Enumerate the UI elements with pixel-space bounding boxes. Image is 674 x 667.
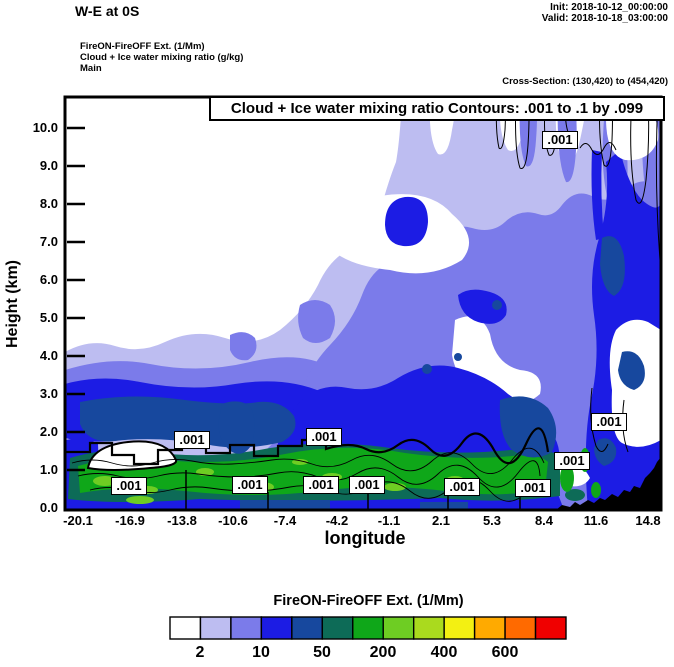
colorbar-cell <box>443 616 476 640</box>
colorbar-cell <box>230 616 263 640</box>
y-axis-title: Height (km) <box>4 260 21 348</box>
x-tick-label: -20.1 <box>63 513 93 528</box>
colorbar-cell <box>260 616 293 640</box>
colorbar-label: 200 <box>369 644 397 661</box>
y-tick-label: 0.0 <box>39 500 58 515</box>
colorbar-cell <box>504 616 537 640</box>
contour-label: .001 <box>303 476 339 494</box>
y-tick-label: 3.0 <box>39 386 58 401</box>
product-line-3: Main <box>80 63 102 74</box>
product-description: FireON-FireOFF Ext. (1/Mm) Cloud + Ice w… <box>80 41 243 74</box>
x-tick-label: 8.4 <box>534 513 554 528</box>
x-tick-label: -4.2 <box>325 513 349 528</box>
y-tick-label: 7.0 <box>39 234 58 249</box>
y-tick-label: 8.0 <box>39 196 58 211</box>
x-tick-label: 11.6 <box>583 513 609 528</box>
x-tick-label: -1.1 <box>377 513 401 528</box>
colorbar-cell <box>473 616 506 640</box>
y-axis-tick-marks <box>67 126 85 472</box>
colorbar-cell <box>169 616 202 640</box>
colorbar-label: 50 <box>313 644 331 661</box>
y-tick-label: 2.0 <box>39 424 58 439</box>
x-tick-label: -7.4 <box>273 513 297 528</box>
colorbar-cell <box>321 616 354 640</box>
colorbar <box>169 616 567 640</box>
colorbar-cell <box>199 616 232 640</box>
valid-time: Valid: 2018-10-18_03:00:00 <box>541 13 668 24</box>
cross-section-coords: Cross-Section: (130,420) to (454,420) <box>502 76 668 87</box>
terrain-silhouette <box>556 457 661 510</box>
colorbar-cell <box>352 616 384 640</box>
colorbar-label: 2 <box>195 644 205 661</box>
contour-label: .001 <box>542 131 578 149</box>
page-title: W-E at 0S <box>75 3 140 19</box>
run-times: Init: 2018-10-12_00:00:00 Valid: 2018-10… <box>542 2 668 24</box>
colorbar-label: 400 <box>430 644 458 661</box>
x-tick-label: -16.9 <box>115 513 145 528</box>
y-tick-label: 5.0 <box>39 310 58 325</box>
y-tick-label: 4.0 <box>39 348 58 363</box>
product-line-1: FireON-FireOFF Ext. (1/Mm) <box>80 41 205 52</box>
product-line-2: Cloud + Ice water mixing ratio (g/kg) <box>80 52 244 63</box>
y-tick-label: 10.0 <box>32 120 58 135</box>
y-tick-label: 9.0 <box>39 158 58 173</box>
colorbar-cell <box>291 616 324 640</box>
colorbar-label: 600 <box>491 644 519 661</box>
y-tick-label: 6.0 <box>39 272 58 287</box>
x-tick-label: 14.8 <box>635 513 661 528</box>
y-tick-label: 1.0 <box>39 462 58 477</box>
plot-title: Cloud + Ice water mixing ratio Contours:… <box>209 96 665 121</box>
contour-label: .001 <box>515 479 551 497</box>
colorbar-cell <box>382 616 415 640</box>
x-tick-label: 2.1 <box>431 513 451 528</box>
colorbar-cell <box>412 616 445 640</box>
contour-label: .001 <box>306 428 342 446</box>
contour-label: .001 <box>444 478 480 496</box>
contour-label: .001 <box>554 452 590 470</box>
init-time: Init: 2018-10-12_00:00:00 <box>550 2 668 13</box>
contour-label: .001 <box>111 477 147 495</box>
contour-fill-field <box>65 97 661 510</box>
colorbar-cell <box>534 616 567 640</box>
fill-level5-navy <box>80 236 645 510</box>
colorbar-title: FireON-FireOFF Ext. (1/Mm) <box>273 593 464 609</box>
x-tick-label: 5.3 <box>482 513 502 528</box>
colorbar-label: 10 <box>252 644 270 661</box>
contour-label: .001 <box>232 476 268 494</box>
x-tick-label: -10.6 <box>218 513 248 528</box>
contour-label: .001 <box>174 431 210 449</box>
contour-label: .001 <box>591 413 627 431</box>
contour-label: .001 <box>349 476 385 494</box>
x-axis-title: longitude <box>324 528 406 548</box>
x-tick-label: -13.8 <box>167 513 197 528</box>
